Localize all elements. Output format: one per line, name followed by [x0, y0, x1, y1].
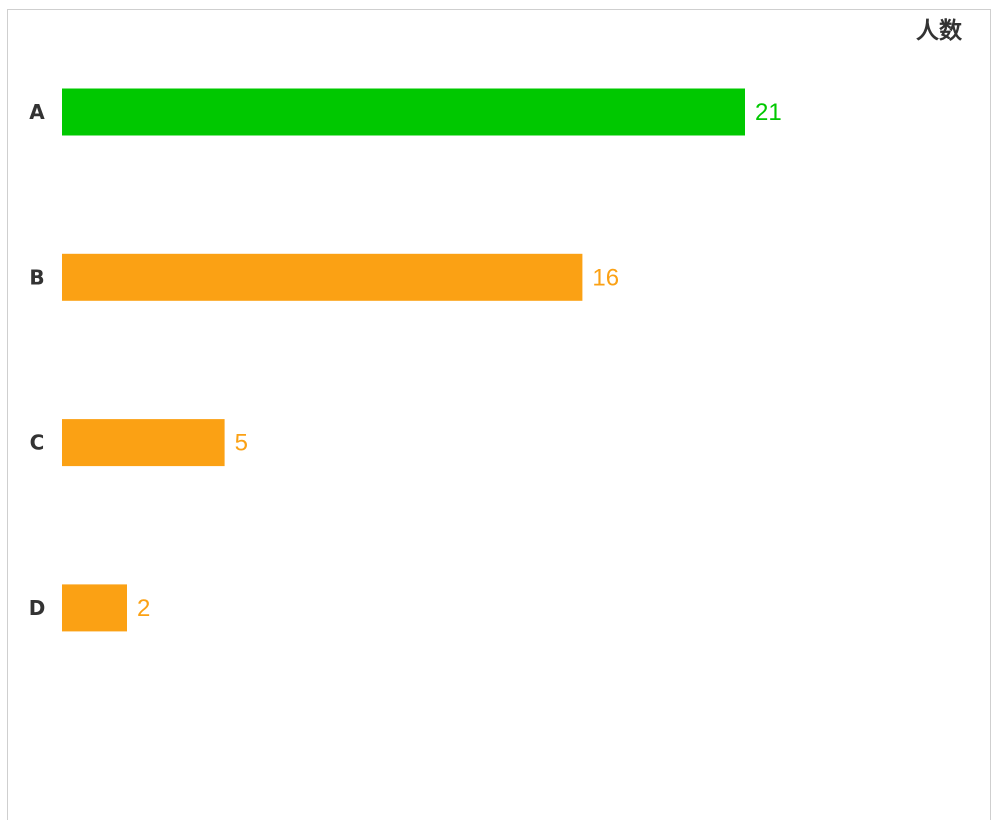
bar-d — [62, 584, 127, 632]
category-label-c: C — [30, 431, 45, 455]
value-label-c: 5 — [235, 430, 248, 457]
bars-group: A 21 B 16 C 5 D 2 — [29, 88, 782, 632]
bar-b — [62, 253, 583, 301]
value-label-d: 2 — [137, 595, 150, 622]
category-label-a: A — [29, 100, 45, 124]
chart-frame — [7, 9, 991, 820]
value-axis-label: 人数 — [916, 18, 963, 44]
bar-a — [62, 88, 745, 136]
value-label-b: 16 — [592, 264, 619, 291]
category-label-b: B — [29, 265, 44, 289]
value-label-a: 21 — [755, 99, 782, 126]
category-label-d: D — [29, 596, 46, 620]
bar-c — [62, 419, 225, 467]
